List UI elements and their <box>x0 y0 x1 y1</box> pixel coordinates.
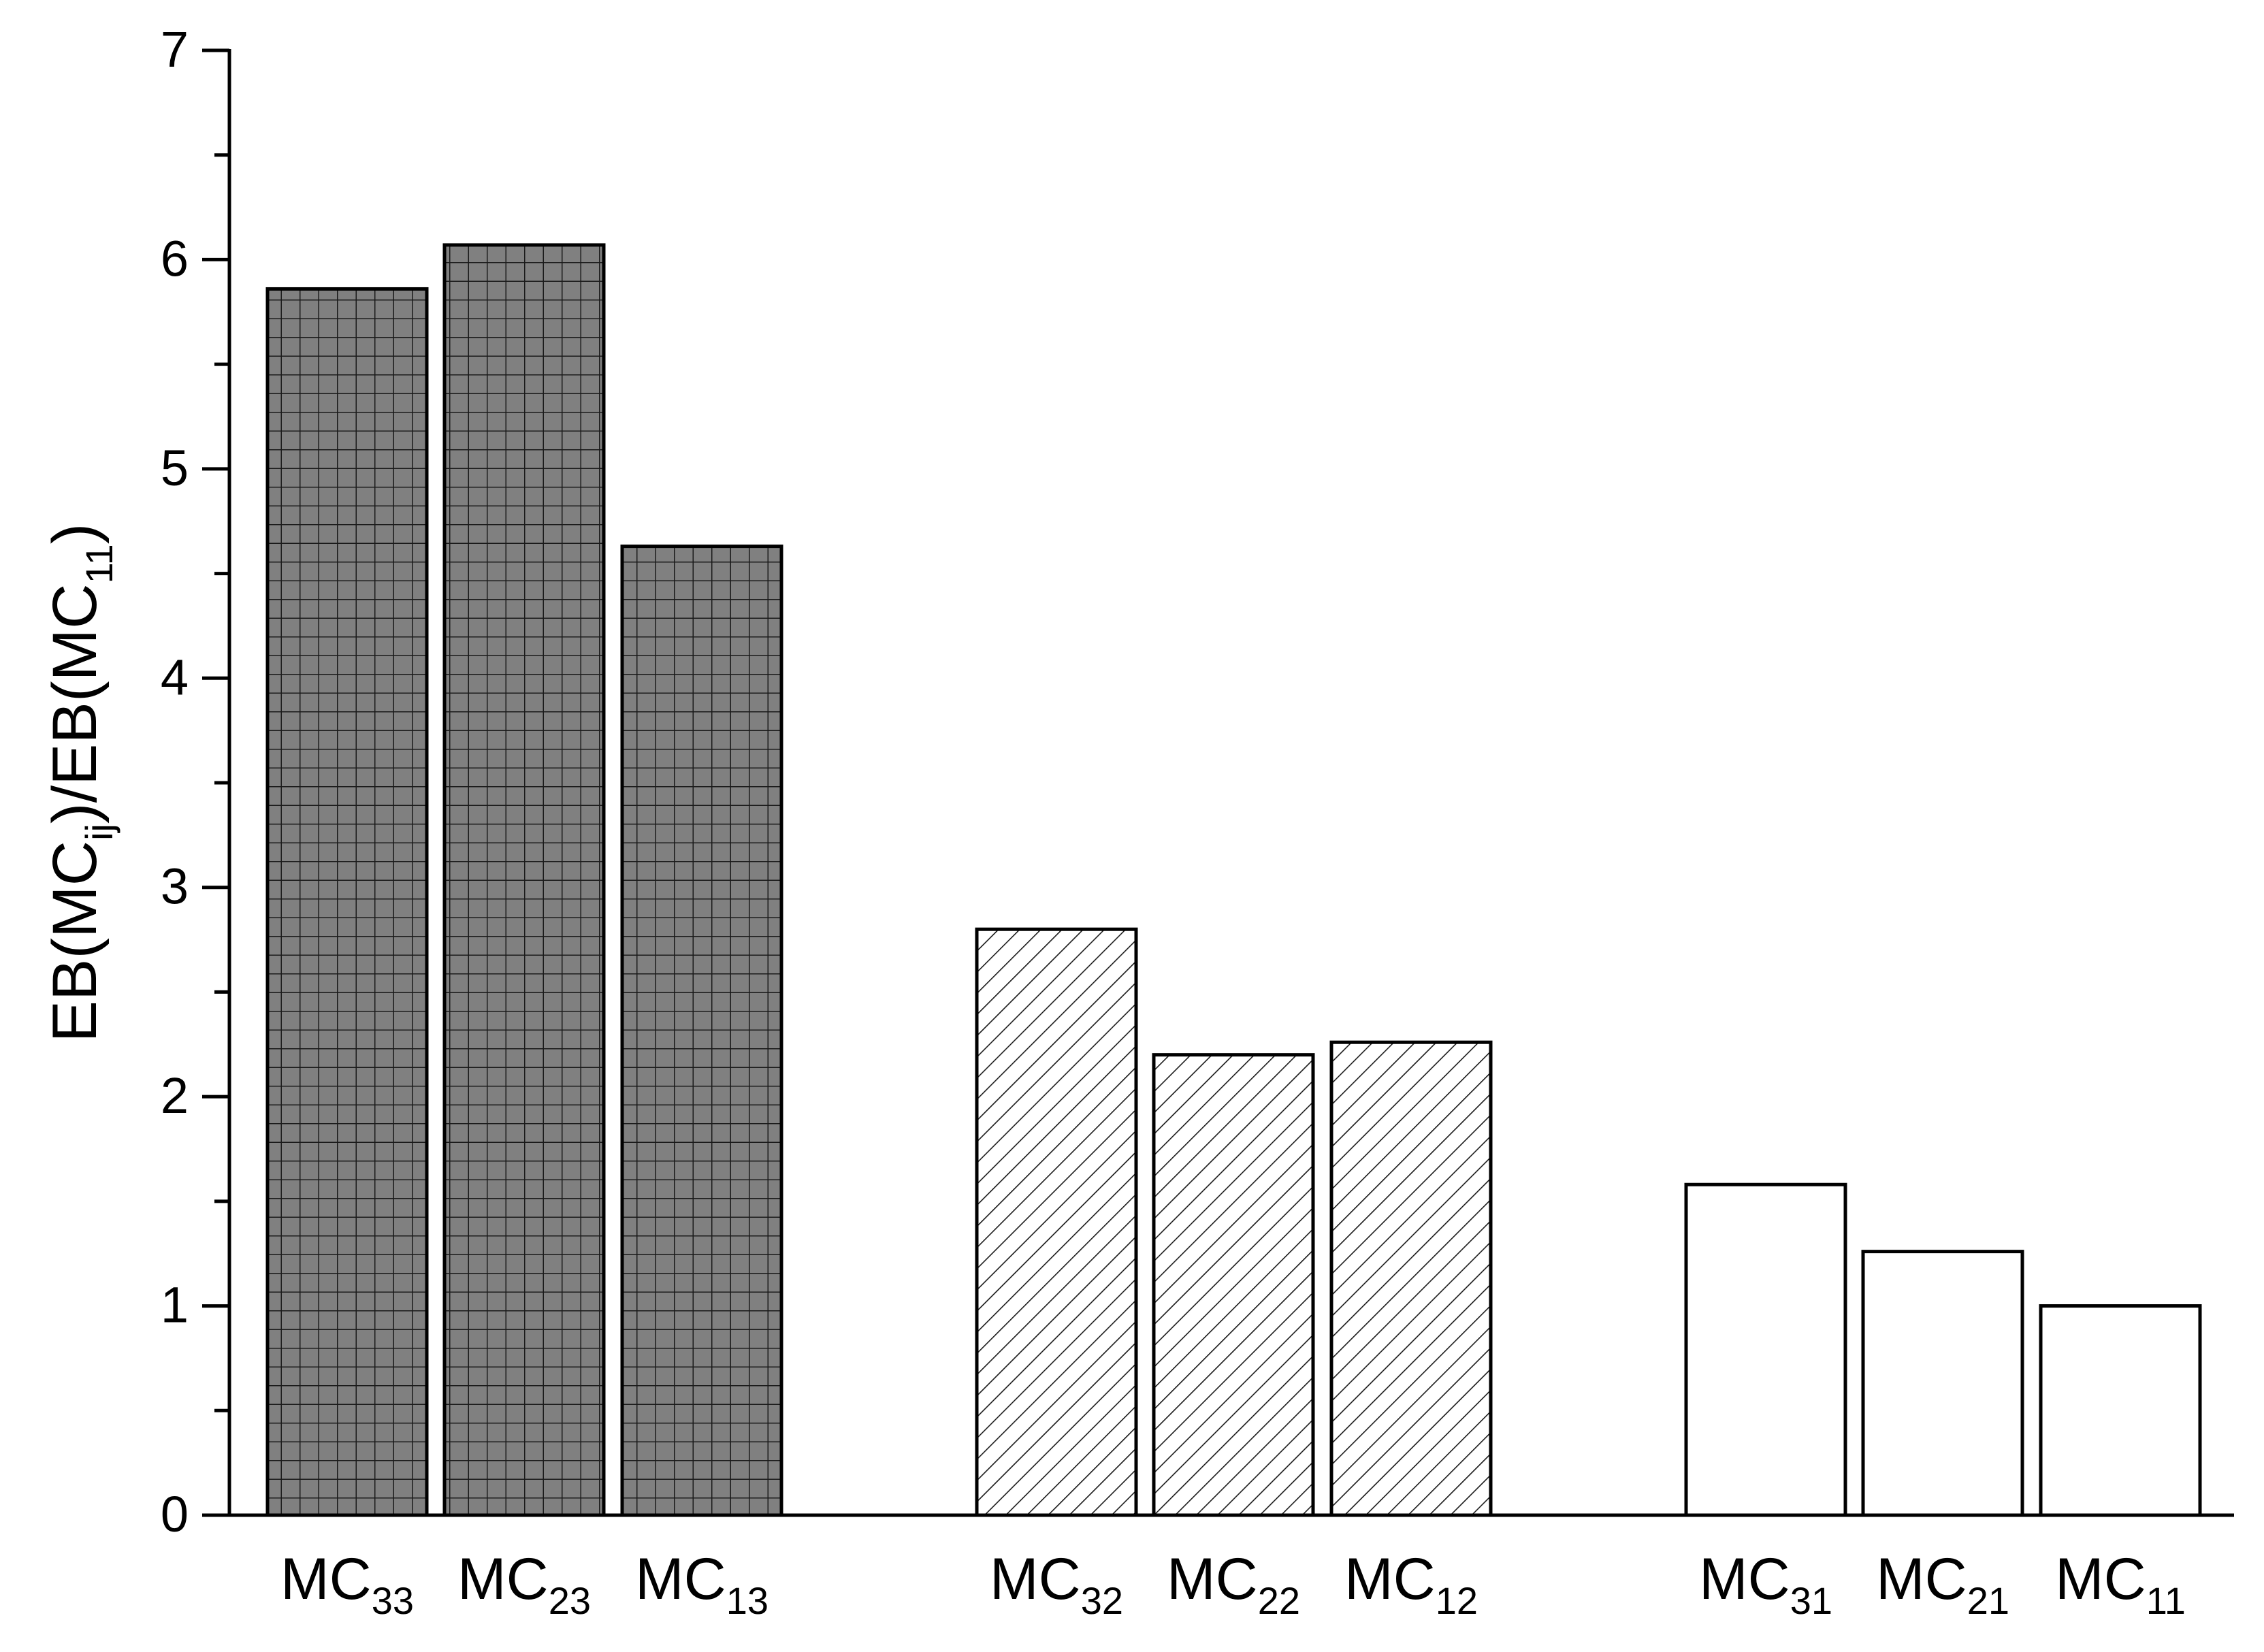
y-tick-label: 3 <box>161 858 189 915</box>
bar-mc31 <box>1684 1182 1847 1517</box>
bar-mc33 <box>265 287 429 1517</box>
x-tick-label: MC23 <box>457 1546 591 1622</box>
axes-layer <box>202 48 2234 1517</box>
x-tick-label: MC21 <box>1876 1546 2009 1622</box>
x-tick-label: MC13 <box>635 1546 769 1622</box>
y-tick-label: 4 <box>161 649 189 705</box>
bars-layer <box>265 243 2202 1517</box>
y-axis-title: EB(MCij)/EB(MC11) <box>40 523 120 1043</box>
bar-mc32 <box>975 927 1138 1517</box>
y-tick-label: 0 <box>161 1486 189 1542</box>
x-tick-label: MC32 <box>990 1546 1123 1622</box>
y-tick-label: 2 <box>161 1067 189 1124</box>
x-tick-label: MC33 <box>280 1546 414 1622</box>
y-tick-label: 6 <box>161 230 189 287</box>
bar-mc23 <box>442 243 606 1517</box>
bar-mc13 <box>620 545 783 1517</box>
bar-mc11 <box>2039 1304 2202 1517</box>
x-tick-label: MC11 <box>2055 1546 2186 1622</box>
y-tick-label: 1 <box>161 1277 189 1333</box>
x-tick-label: MC12 <box>1344 1546 1478 1622</box>
bar-mc21 <box>1861 1250 2024 1517</box>
x-tick-label: MC31 <box>1699 1546 1832 1622</box>
bar-mc12 <box>1329 1040 1493 1517</box>
y-tick-label: 7 <box>161 21 189 78</box>
y-tick-label: 5 <box>161 440 189 496</box>
x-tick-label: MC22 <box>1167 1546 1300 1622</box>
bar-mc22 <box>1152 1053 1315 1517</box>
labels-layer: 0 1 2 3 4 5 6 7 MC33 MC23 MC13 MC32 MC22 MC12 MC31 MC21… <box>40 21 2186 1622</box>
